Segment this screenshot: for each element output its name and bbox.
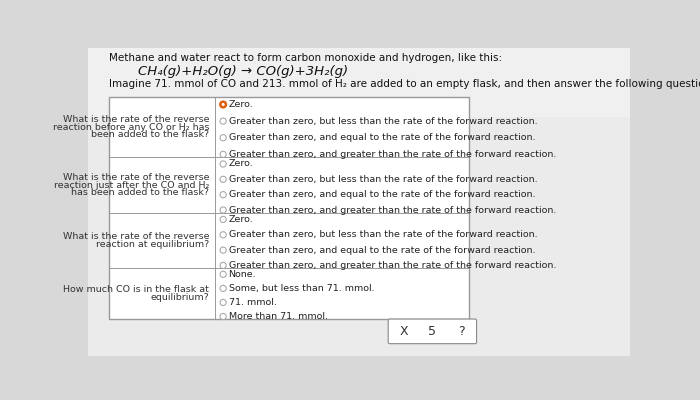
Circle shape: [220, 271, 226, 277]
Text: More than 71. mmol.: More than 71. mmol.: [228, 312, 328, 321]
Text: reaction before any CO or H₂ has: reaction before any CO or H₂ has: [52, 123, 209, 132]
Text: equilibrium?: equilibrium?: [150, 293, 209, 302]
Circle shape: [220, 192, 226, 198]
Circle shape: [220, 176, 226, 182]
Text: 71. mmol.: 71. mmol.: [228, 298, 276, 307]
Text: None.: None.: [228, 270, 256, 279]
Circle shape: [220, 247, 226, 253]
Circle shape: [220, 101, 226, 108]
Circle shape: [220, 232, 226, 238]
Text: Zero.: Zero.: [228, 215, 253, 224]
Text: What is the rate of the reverse: What is the rate of the reverse: [63, 173, 209, 182]
Text: Greater than zero, but less than the rate of the forward reaction.: Greater than zero, but less than the rat…: [228, 175, 537, 184]
Text: Imagine 71. mmol of CO and 213. mmol of H₂ are added to an empty flask, and then: Imagine 71. mmol of CO and 213. mmol of …: [109, 79, 700, 89]
Text: How much CO is in the flask at: How much CO is in the flask at: [63, 286, 209, 294]
Text: What is the rate of the reverse: What is the rate of the reverse: [63, 116, 209, 124]
Text: Methane and water react to form carbon monoxide and hydrogen, like this:: Methane and water react to form carbon m…: [109, 53, 503, 63]
Text: Zero.: Zero.: [228, 160, 253, 168]
Text: Greater than zero, and greater than the rate of the forward reaction.: Greater than zero, and greater than the …: [228, 150, 556, 159]
Circle shape: [220, 216, 226, 222]
Text: X: X: [400, 325, 408, 338]
Text: has been added to the flask?: has been added to the flask?: [71, 188, 209, 197]
Circle shape: [220, 262, 226, 268]
Text: 5: 5: [428, 325, 436, 338]
Text: Greater than zero, and equal to the rate of the forward reaction.: Greater than zero, and equal to the rate…: [228, 190, 535, 199]
Text: Zero.: Zero.: [228, 100, 253, 109]
Text: Greater than zero, but less than the rate of the forward reaction.: Greater than zero, but less than the rat…: [228, 230, 537, 239]
FancyBboxPatch shape: [389, 319, 477, 344]
Circle shape: [220, 118, 226, 124]
Circle shape: [220, 299, 226, 306]
Circle shape: [220, 135, 226, 141]
Text: Greater than zero, and equal to the rate of the forward reaction.: Greater than zero, and equal to the rate…: [228, 133, 535, 142]
Text: been added to the flask?: been added to the flask?: [91, 130, 209, 139]
Text: ?: ?: [458, 325, 464, 338]
Circle shape: [220, 161, 226, 167]
FancyBboxPatch shape: [88, 48, 630, 356]
Text: Some, but less than 71. mmol.: Some, but less than 71. mmol.: [228, 284, 374, 293]
Text: reaction at equilibrium?: reaction at equilibrium?: [96, 240, 209, 249]
Text: Greater than zero, and greater than the rate of the forward reaction.: Greater than zero, and greater than the …: [228, 206, 556, 214]
Text: Greater than zero, and greater than the rate of the forward reaction.: Greater than zero, and greater than the …: [228, 261, 556, 270]
Text: CH₄(g)+H₂O(g) → CO(g)+3H₂(g): CH₄(g)+H₂O(g) → CO(g)+3H₂(g): [138, 65, 348, 78]
Circle shape: [220, 151, 226, 158]
Text: Greater than zero, and equal to the rate of the forward reaction.: Greater than zero, and equal to the rate…: [228, 246, 535, 255]
Circle shape: [220, 314, 226, 320]
FancyBboxPatch shape: [109, 97, 469, 319]
FancyBboxPatch shape: [88, 48, 630, 117]
Text: reaction just after the CO and H₂: reaction just after the CO and H₂: [54, 180, 209, 190]
Circle shape: [220, 207, 226, 213]
Circle shape: [220, 285, 226, 292]
Circle shape: [222, 103, 225, 106]
Text: Greater than zero, but less than the rate of the forward reaction.: Greater than zero, but less than the rat…: [228, 117, 537, 126]
Text: What is the rate of the reverse: What is the rate of the reverse: [63, 232, 209, 241]
